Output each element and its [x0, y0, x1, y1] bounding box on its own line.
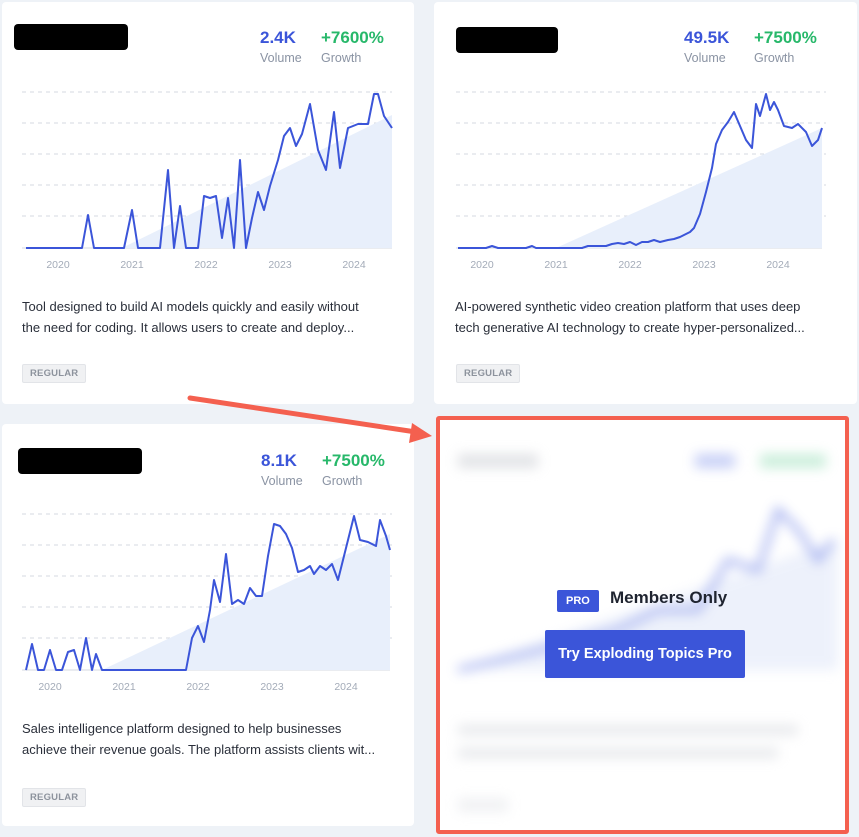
- description-line: tech generative AI technology to create …: [455, 320, 805, 335]
- x-tick-label: 2020: [46, 259, 70, 271]
- growth-value: +7500%: [754, 28, 817, 47]
- x-tick-label: 2023: [260, 681, 284, 693]
- regular-badge: REGULAR: [22, 364, 87, 383]
- description-line: Sales intelligence platform designed to …: [22, 721, 342, 736]
- x-tick-label: 2021: [544, 259, 568, 271]
- x-tick-label: 2022: [618, 259, 642, 271]
- redacted-topic-title: [18, 448, 142, 474]
- x-tick-label: 2022: [186, 681, 210, 693]
- description-line: the need for coding. It allows users to …: [22, 320, 355, 335]
- pro-badge: PRO: [557, 590, 599, 612]
- growth-metric: +7600% Growth: [321, 28, 384, 65]
- volume-metric: 8.1K Volume: [261, 451, 303, 488]
- x-tick-label: 2023: [268, 259, 292, 271]
- volume-value: 2.4K: [260, 28, 296, 47]
- topic-card-1[interactable]: 2.4K Volume +7600% Growth 2020 2021 2022…: [2, 2, 414, 404]
- x-tick-label: 2023: [692, 259, 716, 271]
- topic-description: Tool designed to build AI models quickly…: [22, 296, 397, 338]
- topic-description: AI-powered synthetic video creation plat…: [455, 296, 850, 338]
- x-tick-label: 2020: [470, 259, 494, 271]
- volume-value: 49.5K: [684, 28, 730, 47]
- trend-chart: 2020 2021 2022 2023 2024: [456, 91, 826, 271]
- volume-label: Volume: [684, 51, 726, 65]
- topic-card-3[interactable]: 8.1K Volume +7500% Growth 2020 2021 2022…: [2, 424, 414, 826]
- growth-value: +7600%: [321, 28, 384, 47]
- growth-metric: +7500% Growth: [322, 451, 385, 488]
- growth-value: +7500%: [322, 451, 385, 470]
- regular-badge: REGULAR: [456, 364, 521, 383]
- try-pro-button[interactable]: Try Exploding Topics Pro: [545, 630, 745, 678]
- trend-chart: 2020 2021 2022 2023 2024: [22, 513, 392, 693]
- x-tick-label: 2020: [38, 681, 62, 693]
- x-tick-label: 2021: [112, 681, 136, 693]
- description-line: Tool designed to build AI models quickly…: [22, 299, 359, 314]
- x-tick-label: 2024: [334, 681, 358, 693]
- x-tick-label: 2024: [766, 259, 790, 271]
- x-tick-label: 2021: [120, 259, 144, 271]
- trend-chart: 2020 2021 2022 2023 2024: [22, 91, 393, 271]
- volume-label: Volume: [261, 474, 303, 488]
- members-only-title: Members Only: [610, 588, 728, 607]
- growth-label: Growth: [321, 51, 362, 65]
- x-tick-label: 2024: [342, 259, 366, 271]
- description-line: AI-powered synthetic video creation plat…: [455, 299, 801, 314]
- volume-label: Volume: [260, 51, 302, 65]
- volume-value: 8.1K: [261, 451, 297, 470]
- x-tick-label: 2022: [194, 259, 218, 271]
- blurred-preview: [440, 420, 845, 830]
- volume-metric: 2.4K Volume: [260, 28, 302, 65]
- growth-label: Growth: [754, 51, 795, 65]
- topic-description: Sales intelligence platform designed to …: [22, 718, 397, 760]
- topic-card-2[interactable]: 49.5K Volume +7500% Growth 2020 2021 202…: [434, 2, 857, 404]
- growth-metric: +7500% Growth: [754, 28, 817, 65]
- growth-label: Growth: [322, 474, 363, 488]
- description-line: achieve their revenue goals. The platfor…: [22, 742, 376, 757]
- volume-metric: 49.5K Volume: [684, 28, 729, 65]
- redacted-topic-title: [14, 24, 128, 50]
- regular-badge: REGULAR: [22, 788, 87, 807]
- locked-topic-card: PRO Members Only Try Exploding Topics Pr…: [436, 416, 849, 834]
- redacted-topic-title: [456, 27, 558, 53]
